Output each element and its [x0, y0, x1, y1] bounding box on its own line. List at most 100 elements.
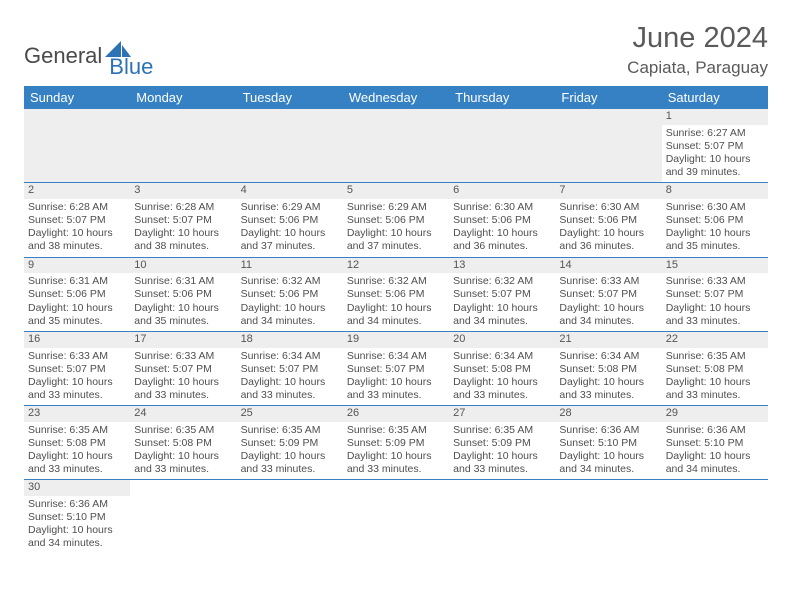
- day-cell: 3Sunrise: 6:28 AMSunset: 5:07 PMDaylight…: [130, 183, 236, 256]
- day-number: 30: [24, 480, 130, 496]
- daylight-line: Daylight: 10 hours: [453, 376, 551, 389]
- sunset-line: Sunset: 5:09 PM: [241, 437, 339, 450]
- day-cell: 15Sunrise: 6:33 AMSunset: 5:07 PMDayligh…: [662, 258, 768, 331]
- daylight-line: and 33 minutes.: [666, 389, 764, 402]
- sunset-line: Sunset: 5:06 PM: [453, 214, 551, 227]
- daylight-line: and 33 minutes.: [347, 463, 445, 476]
- day-number: 1: [662, 109, 768, 125]
- sunrise-line: Sunrise: 6:33 AM: [559, 275, 657, 288]
- sunrise-line: Sunrise: 6:32 AM: [453, 275, 551, 288]
- sunset-line: Sunset: 5:10 PM: [666, 437, 764, 450]
- weekday-header: Tuesday: [237, 86, 343, 109]
- daylight-line: Daylight: 10 hours: [666, 153, 764, 166]
- weekday-header: Sunday: [24, 86, 130, 109]
- sunrise-line: Sunrise: 6:31 AM: [134, 275, 232, 288]
- daylight-line: and 36 minutes.: [559, 240, 657, 253]
- logo: General Blue: [24, 32, 153, 80]
- day-cell: 28Sunrise: 6:36 AMSunset: 5:10 PMDayligh…: [555, 406, 661, 479]
- day-cell: 6Sunrise: 6:30 AMSunset: 5:06 PMDaylight…: [449, 183, 555, 256]
- day-cell: 1Sunrise: 6:27 AMSunset: 5:07 PMDaylight…: [662, 109, 768, 182]
- sunrise-line: Sunrise: 6:34 AM: [559, 350, 657, 363]
- sunrise-line: Sunrise: 6:34 AM: [453, 350, 551, 363]
- sunrise-line: Sunrise: 6:35 AM: [28, 424, 126, 437]
- daylight-line: Daylight: 10 hours: [453, 302, 551, 315]
- day-cell: 17Sunrise: 6:33 AMSunset: 5:07 PMDayligh…: [130, 332, 236, 405]
- sunset-line: Sunset: 5:10 PM: [559, 437, 657, 450]
- day-number: 13: [449, 258, 555, 274]
- daylight-line: and 33 minutes.: [241, 463, 339, 476]
- day-cell: 2Sunrise: 6:28 AMSunset: 5:07 PMDaylight…: [24, 183, 130, 256]
- sunset-line: Sunset: 5:06 PM: [241, 214, 339, 227]
- sunset-line: Sunset: 5:06 PM: [347, 288, 445, 301]
- day-number: 17: [130, 332, 236, 348]
- sunrise-line: Sunrise: 6:30 AM: [559, 201, 657, 214]
- daylight-line: Daylight: 10 hours: [347, 376, 445, 389]
- daylight-line: and 34 minutes.: [666, 463, 764, 476]
- sunrise-line: Sunrise: 6:36 AM: [28, 498, 126, 511]
- day-number: 28: [555, 406, 661, 422]
- sunrise-line: Sunrise: 6:33 AM: [28, 350, 126, 363]
- sunrise-line: Sunrise: 6:36 AM: [666, 424, 764, 437]
- sunrise-line: Sunrise: 6:33 AM: [134, 350, 232, 363]
- day-number: 24: [130, 406, 236, 422]
- day-cell: 25Sunrise: 6:35 AMSunset: 5:09 PMDayligh…: [237, 406, 343, 479]
- empty-cell: [237, 480, 343, 553]
- empty-cell: [449, 480, 555, 553]
- sunset-line: Sunset: 5:07 PM: [347, 363, 445, 376]
- daylight-line: Daylight: 10 hours: [241, 227, 339, 240]
- day-cell: 10Sunrise: 6:31 AMSunset: 5:06 PMDayligh…: [130, 258, 236, 331]
- sunset-line: Sunset: 5:09 PM: [347, 437, 445, 450]
- sunset-line: Sunset: 5:06 PM: [241, 288, 339, 301]
- daylight-line: and 34 minutes.: [559, 315, 657, 328]
- day-number: 21: [555, 332, 661, 348]
- day-number: 18: [237, 332, 343, 348]
- sunrise-line: Sunrise: 6:35 AM: [347, 424, 445, 437]
- daylight-line: Daylight: 10 hours: [134, 376, 232, 389]
- day-number: 6: [449, 183, 555, 199]
- daylight-line: Daylight: 10 hours: [559, 227, 657, 240]
- day-cell: 7 Sunrise: 6:30 AMSunset: 5:06 PMDaylight…: [555, 183, 661, 256]
- daylight-line: and 38 minutes.: [28, 240, 126, 253]
- sunrise-line: Sunrise: 6:32 AM: [347, 275, 445, 288]
- week-row: 30Sunrise: 6:36 AMSunset: 5:10 PMDayligh…: [24, 480, 768, 553]
- sunrise-line: Sunrise: 6:34 AM: [241, 350, 339, 363]
- sunrise-line: Sunrise: 6:34 AM: [347, 350, 445, 363]
- daylight-line: and 37 minutes.: [347, 240, 445, 253]
- sunset-line: Sunset: 5:07 PM: [28, 214, 126, 227]
- sunset-line: Sunset: 5:06 PM: [347, 214, 445, 227]
- sunset-line: Sunset: 5:07 PM: [241, 363, 339, 376]
- daylight-line: and 33 minutes.: [666, 315, 764, 328]
- title-block: June 2024 Capiata, Paraguay: [627, 22, 768, 78]
- day-number: 4: [237, 183, 343, 199]
- day-cell: 30Sunrise: 6:36 AMSunset: 5:10 PMDayligh…: [24, 480, 130, 553]
- day-number: 12: [343, 258, 449, 274]
- daylight-line: and 37 minutes.: [241, 240, 339, 253]
- day-number: 20: [449, 332, 555, 348]
- sunrise-line: Sunrise: 6:33 AM: [666, 275, 764, 288]
- day-cell: 24Sunrise: 6:35 AMSunset: 5:08 PMDayligh…: [130, 406, 236, 479]
- sunset-line: Sunset: 5:07 PM: [453, 288, 551, 301]
- day-number: 22: [662, 332, 768, 348]
- sunrise-line: Sunrise: 6:31 AM: [28, 275, 126, 288]
- week-row: 1Sunrise: 6:27 AMSunset: 5:07 PMDaylight…: [24, 109, 768, 183]
- daylight-line: and 38 minutes.: [134, 240, 232, 253]
- day-number: 7: [555, 183, 661, 199]
- sunset-line: Sunset: 5:06 PM: [559, 214, 657, 227]
- page-title: June 2024: [627, 22, 768, 55]
- sunrise-line: Sunrise: 6:35 AM: [453, 424, 551, 437]
- empty-cell: [662, 480, 768, 553]
- day-number: 25: [237, 406, 343, 422]
- daylight-line: and 35 minutes.: [28, 315, 126, 328]
- daylight-line: and 33 minutes.: [347, 389, 445, 402]
- empty-cell: [343, 480, 449, 553]
- logo-text-general: General: [24, 43, 102, 69]
- sunset-line: Sunset: 5:06 PM: [28, 288, 126, 301]
- daylight-line: Daylight: 10 hours: [134, 227, 232, 240]
- sunset-line: Sunset: 5:07 PM: [28, 363, 126, 376]
- daylight-line: Daylight: 10 hours: [134, 302, 232, 315]
- day-cell: 29Sunrise: 6:36 AMSunset: 5:10 PMDayligh…: [662, 406, 768, 479]
- day-cell: 14Sunrise: 6:33 AMSunset: 5:07 PMDayligh…: [555, 258, 661, 331]
- sunrise-line: Sunrise: 6:30 AM: [666, 201, 764, 214]
- day-cell: 22Sunrise: 6:35 AMSunset: 5:08 PMDayligh…: [662, 332, 768, 405]
- sunrise-line: Sunrise: 6:35 AM: [134, 424, 232, 437]
